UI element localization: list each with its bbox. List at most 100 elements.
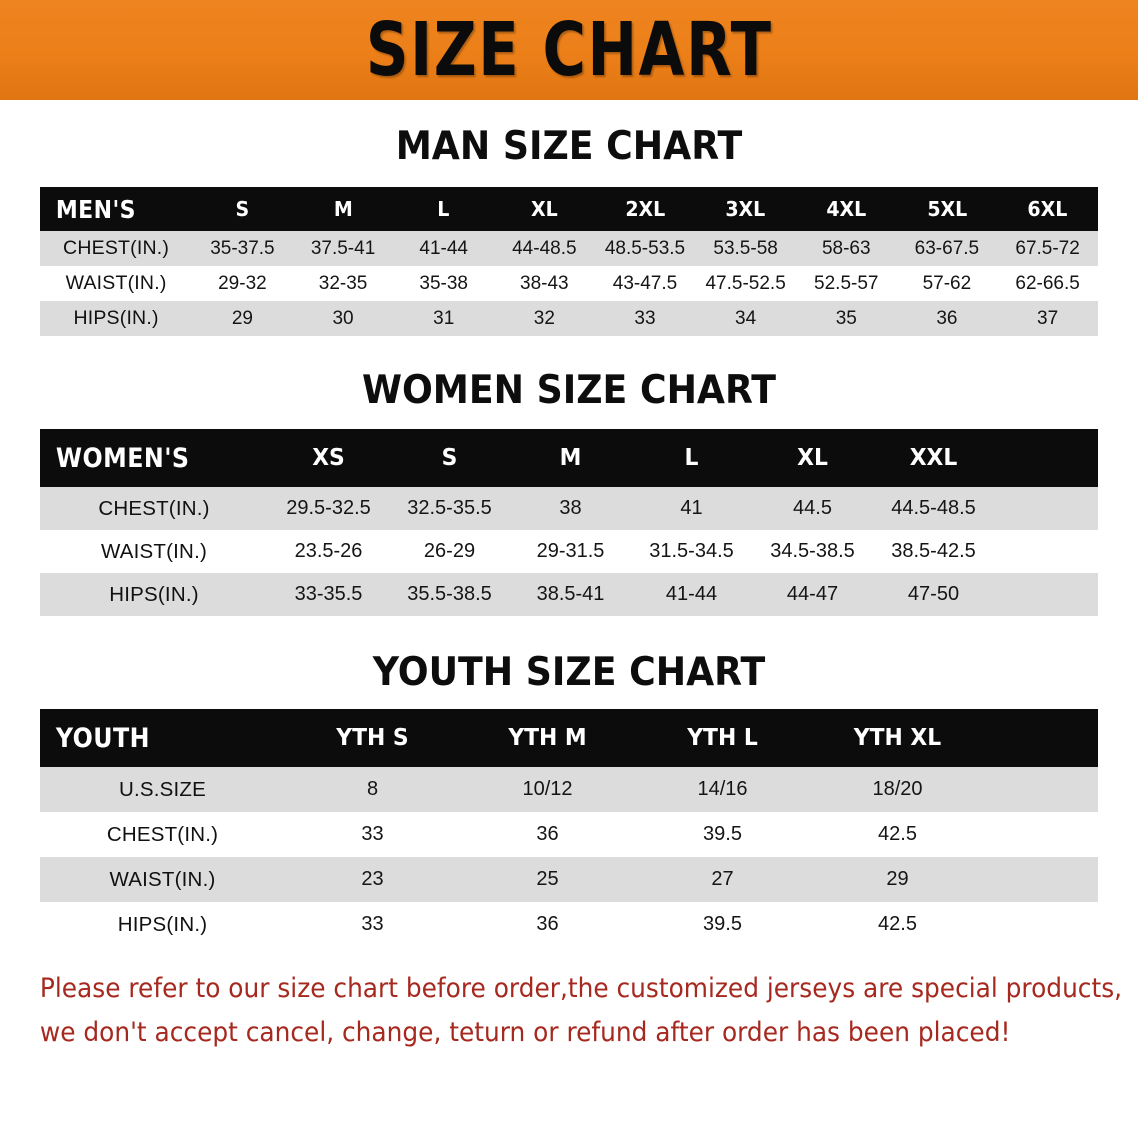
women-cell: 41	[631, 487, 752, 530]
women-cell: 38	[510, 487, 631, 530]
youth-cell: 18/20	[810, 767, 985, 812]
youth-table-head: YOUTH YTH S YTH M YTH L YTH XL	[40, 709, 1098, 767]
women-cell: 23.5-26	[268, 530, 389, 573]
youth-header-filler	[988, 709, 1095, 767]
table-row: U.S.SIZE 8 10/12 14/16 18/20	[40, 767, 1098, 812]
man-cell: 30	[292, 301, 394, 336]
women-table-wrap: WOMEN'S XS S M L XL XXL CHEST(IN.) 29.5-32.5 32.…	[40, 429, 1098, 616]
women-column-header: L	[684, 445, 699, 471]
youth-cell-filler	[985, 767, 1098, 812]
man-section-title: MAN SIZE CHART	[395, 124, 743, 169]
women-cell-filler	[994, 530, 1098, 573]
youth-row-label: CHEST(IN.)	[40, 812, 285, 857]
youth-cell: 27	[635, 857, 810, 902]
youth-cell: 42.5	[810, 902, 985, 947]
women-section-title: WOMEN SIZE CHART	[361, 368, 777, 413]
women-cell: 38.5-41	[510, 573, 631, 616]
man-cell: 47.5-52.5	[695, 266, 796, 301]
man-cell: 38-43	[494, 266, 595, 301]
women-cell-filler	[994, 573, 1098, 616]
women-corner-label: WOMEN'S	[55, 442, 190, 474]
women-column-header: XS	[312, 445, 345, 471]
man-corner-label: MEN'S	[55, 194, 136, 224]
page-banner: SIZE CHART	[0, 0, 1138, 100]
table-row: WAIST(IN.) 23.5-26 26-29 29-31.5 31.5-34.5 34…	[40, 530, 1098, 573]
youth-row-label: U.S.SIZE	[40, 767, 285, 812]
youth-cell: 36	[460, 812, 635, 857]
man-cell: 37	[997, 301, 1098, 336]
youth-column-header: YTH XL	[853, 725, 942, 751]
youth-cell: 36	[460, 902, 635, 947]
youth-row-label: WAIST(IN.)	[40, 857, 285, 902]
man-cell: 58-63	[795, 231, 897, 266]
women-column-header: M	[559, 445, 582, 471]
man-cell: 63-67.5	[896, 231, 998, 266]
man-cell: 57-62	[896, 266, 998, 301]
women-cell: 29.5-32.5	[268, 487, 389, 530]
youth-cell: 39.5	[635, 812, 810, 857]
youth-cell-filler	[985, 902, 1098, 947]
youth-cell-filler	[985, 812, 1098, 857]
youth-column-header: YTH L	[687, 725, 758, 751]
man-row-label: CHEST(IN.)	[40, 231, 193, 266]
women-cell: 32.5-35.5	[389, 487, 510, 530]
disclaimer-line-1: Please refer to our size chart before or…	[39, 973, 1123, 1004]
youth-cell: 10/12	[460, 767, 635, 812]
page-title: SIZE CHART	[365, 7, 773, 93]
youth-cell: 23	[285, 857, 460, 902]
table-row: HIPS(IN.) 33-35.5 35.5-38.5 38.5-41 41-44 44-…	[40, 573, 1098, 616]
man-cell: 31	[393, 301, 495, 336]
man-cell: 48.5-53.5	[594, 231, 696, 266]
man-cell: 32-35	[292, 266, 394, 301]
women-row-label: HIPS(IN.)	[40, 573, 268, 616]
youth-cell: 33	[285, 812, 460, 857]
man-cell: 41-44	[393, 231, 495, 266]
table-row: HIPS(IN.) 29 30 31 32 33 34 35 36 37	[40, 301, 1098, 336]
disclaimer-line-2: we don't accept cancel, change, teturn o…	[39, 1016, 1011, 1048]
women-table-body: CHEST(IN.) 29.5-32.5 32.5-35.5 38 41 44.5 44.5…	[40, 487, 1098, 616]
man-size-table: MEN'S S M L XL 2XL 3XL 4XL 5XL 6XL CHEST(IN.) 35-3…	[40, 187, 1098, 336]
man-cell: 34	[695, 301, 796, 336]
youth-cell: 14/16	[635, 767, 810, 812]
women-header-row: WOMEN'S XS S M L XL XXL	[40, 429, 1098, 487]
table-row: WAIST(IN.) 29-32 32-35 35-38 38-43 43-47.5 47.…	[40, 266, 1098, 301]
man-cell: 29-32	[192, 266, 293, 301]
youth-cell: 39.5	[635, 902, 810, 947]
women-column-header: S	[441, 445, 458, 471]
youth-cell: 8	[285, 767, 460, 812]
women-cell: 44-47	[752, 573, 873, 616]
table-row: WAIST(IN.) 23 25 27 29	[40, 857, 1098, 902]
man-cell: 33	[594, 301, 696, 336]
man-row-label: HIPS(IN.)	[40, 301, 193, 336]
man-cell: 44-48.5	[494, 231, 595, 266]
youth-column-header: YTH S	[336, 725, 409, 751]
youth-table-wrap: YOUTH YTH S YTH M YTH L YTH XL U.S.SIZE 8 10/1…	[40, 709, 1098, 947]
man-cell: 43-47.5	[594, 266, 696, 301]
youth-cell-filler	[985, 857, 1098, 902]
man-column-header: 5XL	[926, 197, 967, 221]
man-header-row: MEN'S S M L XL 2XL 3XL 4XL 5XL 6XL	[40, 187, 1098, 231]
women-table-head: WOMEN'S XS S M L XL XXL	[40, 429, 1098, 487]
youth-column-header: YTH M	[508, 725, 587, 751]
women-row-label: WAIST(IN.)	[40, 530, 268, 573]
man-column-header: 2XL	[624, 197, 665, 221]
man-column-header: XL	[530, 197, 558, 221]
man-column-header: 6XL	[1027, 197, 1068, 221]
man-cell: 37.5-41	[292, 231, 394, 266]
women-column-header: XL	[797, 445, 828, 471]
disclaimer-text: Please refer to our size chart before or…	[27, 967, 1123, 1054]
women-row-label: CHEST(IN.)	[40, 487, 268, 530]
man-table-wrap: MEN'S S M L XL 2XL 3XL 4XL 5XL 6XL CHEST(IN.) 35-3…	[40, 187, 1098, 336]
man-cell: 32	[494, 301, 595, 336]
women-header-filler	[997, 429, 1096, 487]
man-cell: 53.5-58	[695, 231, 796, 266]
women-cell: 34.5-38.5	[752, 530, 873, 573]
women-cell: 44.5-48.5	[873, 487, 994, 530]
man-column-header: M	[333, 197, 353, 221]
women-cell: 41-44	[631, 573, 752, 616]
youth-cell: 33	[285, 902, 460, 947]
man-cell: 67.5-72	[997, 231, 1098, 266]
women-cell: 38.5-42.5	[873, 530, 994, 573]
youth-cell: 29	[810, 857, 985, 902]
women-cell-filler	[994, 487, 1098, 530]
